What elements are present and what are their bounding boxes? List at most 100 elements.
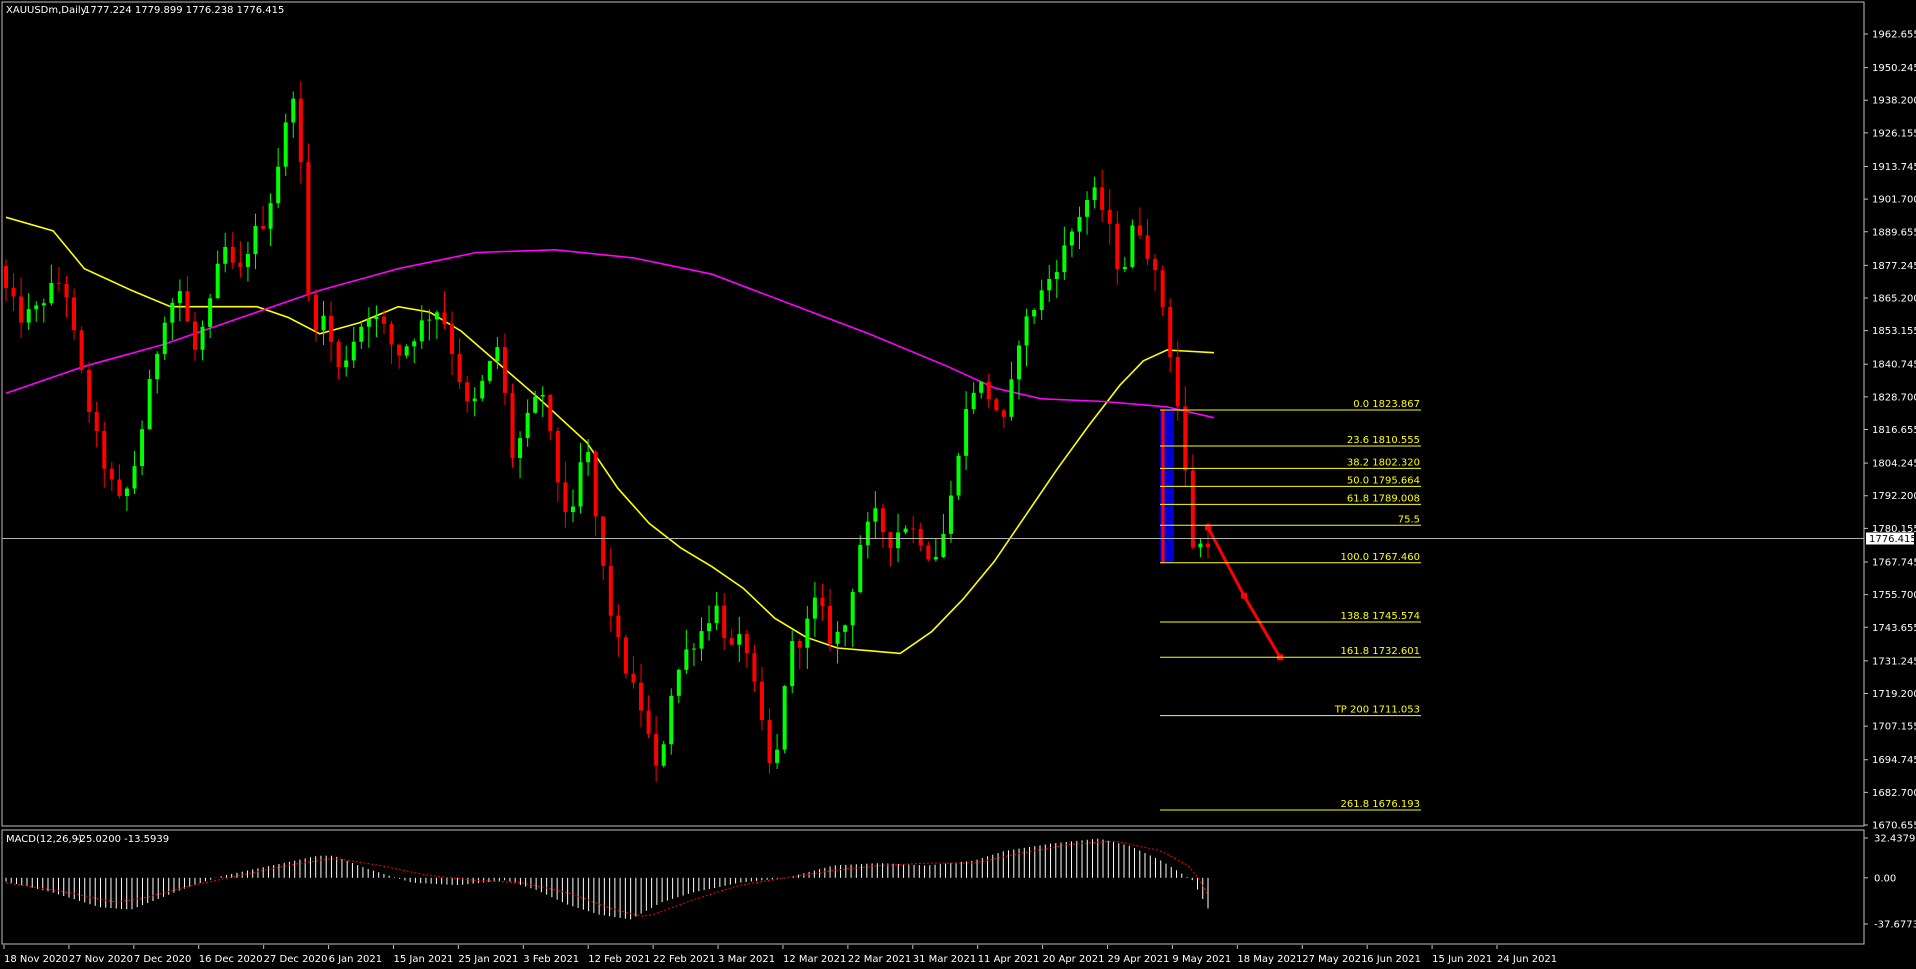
candle-body	[336, 341, 341, 368]
date-label: 27 Dec 2020	[264, 954, 328, 965]
candle-body	[964, 409, 969, 456]
candle-body	[828, 606, 833, 644]
macd-tick-label: 32.4379	[1874, 834, 1915, 845]
date-label: 27 May 2021	[1302, 954, 1367, 965]
candle-body	[79, 330, 84, 370]
candle-body	[472, 398, 477, 402]
date-axis-layer: 18 Nov 2020 27 Nov 2020 7 Dec 2020 16 Dec 2…	[3, 945, 1557, 965]
candle-body	[1190, 470, 1195, 548]
date-label: 6 Jan 2021	[329, 954, 383, 965]
fib-level-label: TP 200 1711.053	[1334, 705, 1420, 716]
price-tick-label: 1707.155	[1872, 722, 1916, 733]
price-tick-label: 1950.245	[1872, 63, 1916, 74]
date-label: 15 Jan 2021	[393, 954, 453, 965]
date-label: 3 Mar 2021	[718, 954, 775, 965]
price-tick-label: 1853.155	[1872, 326, 1916, 337]
candle-body	[1069, 231, 1074, 246]
candle-body	[132, 466, 137, 489]
candle-body	[495, 347, 500, 362]
candle-body	[669, 695, 674, 745]
moving-average-layer	[5, 216, 1215, 655]
candle-body	[608, 565, 613, 616]
candle-body	[434, 312, 439, 320]
projection-point	[1205, 524, 1211, 531]
candle-body	[147, 379, 152, 430]
candle-body	[72, 297, 77, 331]
candle-body	[329, 315, 334, 342]
candlestick-layer	[4, 81, 1210, 783]
candle-body	[162, 322, 167, 355]
candle-body	[230, 246, 235, 263]
candle-body	[1092, 187, 1097, 200]
candle-body	[971, 392, 976, 410]
candle-body	[238, 262, 243, 267]
candle-body	[1054, 272, 1059, 279]
price-tick-label: 1828.700	[1872, 392, 1916, 403]
candle-body	[321, 315, 326, 331]
candle-body	[450, 324, 455, 355]
candle-body	[865, 521, 870, 545]
candle-body	[593, 452, 598, 517]
candle-body	[941, 533, 946, 557]
candle-body	[306, 162, 311, 295]
candle-body	[64, 283, 69, 298]
macd-values: -25.0200 -13.5939	[76, 834, 169, 845]
price-tick-label: 1767.745	[1872, 557, 1916, 568]
candle-body	[208, 298, 213, 327]
date-label: 12 Mar 2021	[783, 954, 846, 965]
candle-body	[518, 438, 523, 459]
candle-body	[1017, 345, 1022, 380]
fib-level-label: 23.6 1810.555	[1347, 435, 1420, 446]
candle-body	[903, 528, 908, 533]
candle-body	[185, 291, 190, 322]
candle-body	[729, 638, 734, 645]
candle-body	[155, 354, 160, 380]
candle-body	[676, 669, 681, 696]
candle-body	[888, 532, 893, 549]
candle-body	[1115, 223, 1120, 270]
candle-body	[404, 346, 409, 356]
price-axis-layer: 1962.655 1950.245 1938.200 1926.155 1913.745…	[2, 30, 1916, 931]
date-label: 11 Apr 2021	[978, 954, 1040, 965]
candle-body	[533, 396, 538, 413]
candle-body	[276, 166, 281, 204]
candle-body	[540, 394, 545, 397]
fib-level-label: 161.8 1732.601	[1340, 646, 1420, 657]
candle-body	[510, 392, 515, 459]
price-tick-label: 1792.200	[1872, 491, 1916, 502]
candle-body	[616, 615, 621, 638]
price-tick-label: 1804.245	[1872, 459, 1916, 470]
candle-body	[11, 287, 16, 297]
candle-body	[1100, 187, 1105, 211]
candle-body	[850, 591, 855, 626]
candle-body	[313, 294, 318, 331]
moving-average-slow	[5, 248, 1215, 419]
candle-body	[1145, 235, 1150, 259]
price-tick-label: 1682.700	[1872, 788, 1916, 799]
fibonacci-layer[interactable]: 0.0 1823.867 23.6 1810.555 38.2 1802.320 50…	[1160, 399, 1421, 811]
candle-body	[245, 254, 250, 267]
candle-body	[124, 488, 129, 496]
price-tick-label: 1889.655	[1872, 227, 1916, 238]
date-label: 25 Jan 2021	[458, 954, 518, 965]
candle-body	[994, 399, 999, 411]
candle-body	[351, 341, 356, 361]
date-label: 15 Jun 2021	[1432, 954, 1492, 965]
candle-body	[1062, 245, 1067, 273]
candle-body	[1039, 290, 1044, 311]
date-label: 7 Dec 2020	[134, 954, 192, 965]
candle-body	[639, 682, 644, 711]
macd-pane-frame	[1, 829, 1865, 945]
candle-body	[1137, 225, 1142, 236]
fib-level-label: 38.2 1802.320	[1347, 457, 1420, 468]
date-label: 6 Jun 2021	[1367, 954, 1421, 965]
candle-body	[1130, 225, 1135, 267]
candle-body	[707, 623, 712, 632]
candle-body	[986, 381, 991, 400]
candle-body	[1206, 543, 1210, 548]
candle-body	[381, 316, 386, 324]
candle-body	[283, 122, 288, 167]
candle-body	[298, 98, 303, 163]
candle-body	[563, 482, 568, 513]
